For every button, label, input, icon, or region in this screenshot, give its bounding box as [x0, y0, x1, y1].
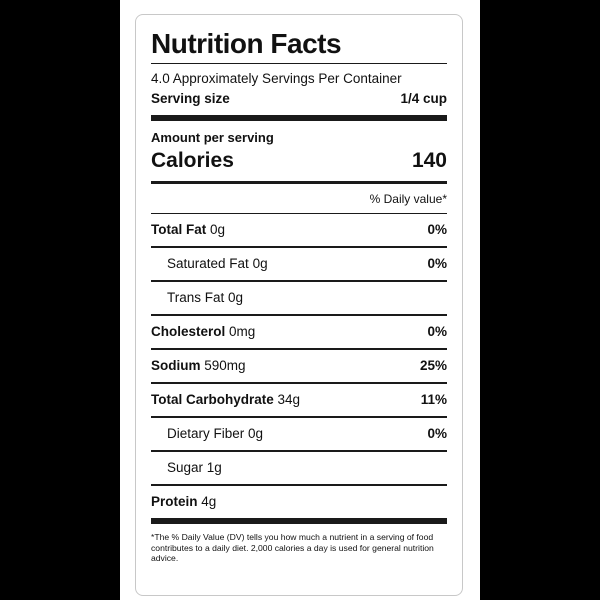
label-title: Nutrition Facts — [151, 28, 342, 59]
nutrient-row-protein: Protein 4g — [151, 486, 447, 518]
nutrient-amount: 1g — [206, 460, 222, 475]
divider — [151, 314, 447, 316]
nutrient-row-dietary-fiber: Dietary Fiber 0g 0% — [151, 418, 447, 450]
nutrient-amount: 0mg — [229, 324, 256, 339]
nutrient-row-total-carbohydrate: Total Carbohydrate 34g 11% — [151, 384, 447, 416]
nutrient-name: Dietary Fiber — [167, 426, 245, 441]
nutrient-amount: 0g — [252, 256, 268, 271]
serving-size-label: Serving size — [151, 91, 230, 106]
nutrient-amount: 0g — [210, 222, 226, 237]
daily-value-footnote: *The % Daily Value (DV) tells you how mu… — [151, 532, 434, 563]
nutrient-daily-value: 0% — [427, 256, 447, 271]
nutrient-name: Total Fat — [151, 222, 207, 237]
nutrient-amount: 0g — [228, 290, 244, 305]
divider-thick — [151, 518, 447, 524]
nutrient-row-sodium: Sodium 590mg 25% — [151, 350, 447, 382]
divider — [151, 63, 447, 64]
divider-thick — [151, 115, 447, 121]
calories-value: 140 — [411, 149, 447, 172]
divider — [151, 382, 447, 384]
serving-size-value: 1/4 cup — [400, 91, 447, 106]
nutrient-row-saturated-fat: Saturated Fat 0g 0% — [151, 248, 447, 280]
nutrient-name: Total Carbohydrate — [151, 392, 274, 407]
nutrient-amount: 4g — [201, 494, 217, 509]
nutrient-row-sugar: Sugar 1g — [151, 452, 447, 484]
amount-per-serving: Amount per serving — [151, 130, 274, 145]
nutrient-row-cholesterol: Cholesterol 0mg 0% — [151, 316, 447, 348]
divider — [151, 484, 447, 486]
divider — [151, 246, 447, 248]
divider — [151, 213, 447, 214]
servings-per-container: 4.0 Approximately Servings Per Container — [151, 71, 402, 86]
nutrient-daily-value: 25% — [419, 358, 447, 373]
nutrition-facts-label: Nutrition Facts 4.0 Approximately Servin… — [135, 14, 463, 596]
nutrient-daily-value: 0% — [427, 426, 447, 441]
divider — [151, 450, 447, 452]
nutrient-amount: 590mg — [204, 358, 246, 373]
nutrient-name: Sodium — [151, 358, 201, 373]
nutrient-amount: 0g — [248, 426, 264, 441]
nutrient-name: Saturated Fat — [167, 256, 249, 271]
nutrient-row-total-fat: Total Fat 0g 0% — [151, 214, 447, 246]
divider-thick — [151, 181, 447, 184]
nutrient-amount: 34g — [277, 392, 301, 407]
divider — [151, 416, 447, 418]
nutrient-daily-value: 0% — [427, 324, 447, 339]
calories-row: Calories 140 — [151, 147, 447, 181]
nutrient-daily-value: 11% — [420, 392, 447, 407]
daily-value-header: % Daily value* — [369, 192, 447, 206]
divider — [151, 348, 447, 350]
calories-label: Calories — [151, 149, 234, 172]
nutrient-name: Cholesterol — [151, 324, 226, 339]
nutrient-daily-value: 0% — [427, 222, 447, 237]
nutrient-name: Sugar — [167, 460, 204, 475]
nutrient-row-trans-fat: Trans Fat 0g — [151, 282, 447, 314]
nutrient-name: Trans Fat — [167, 290, 225, 305]
divider — [151, 280, 447, 282]
serving-size-row: Serving size 1/4 cup — [151, 89, 447, 115]
nutrient-name: Protein — [151, 494, 198, 509]
